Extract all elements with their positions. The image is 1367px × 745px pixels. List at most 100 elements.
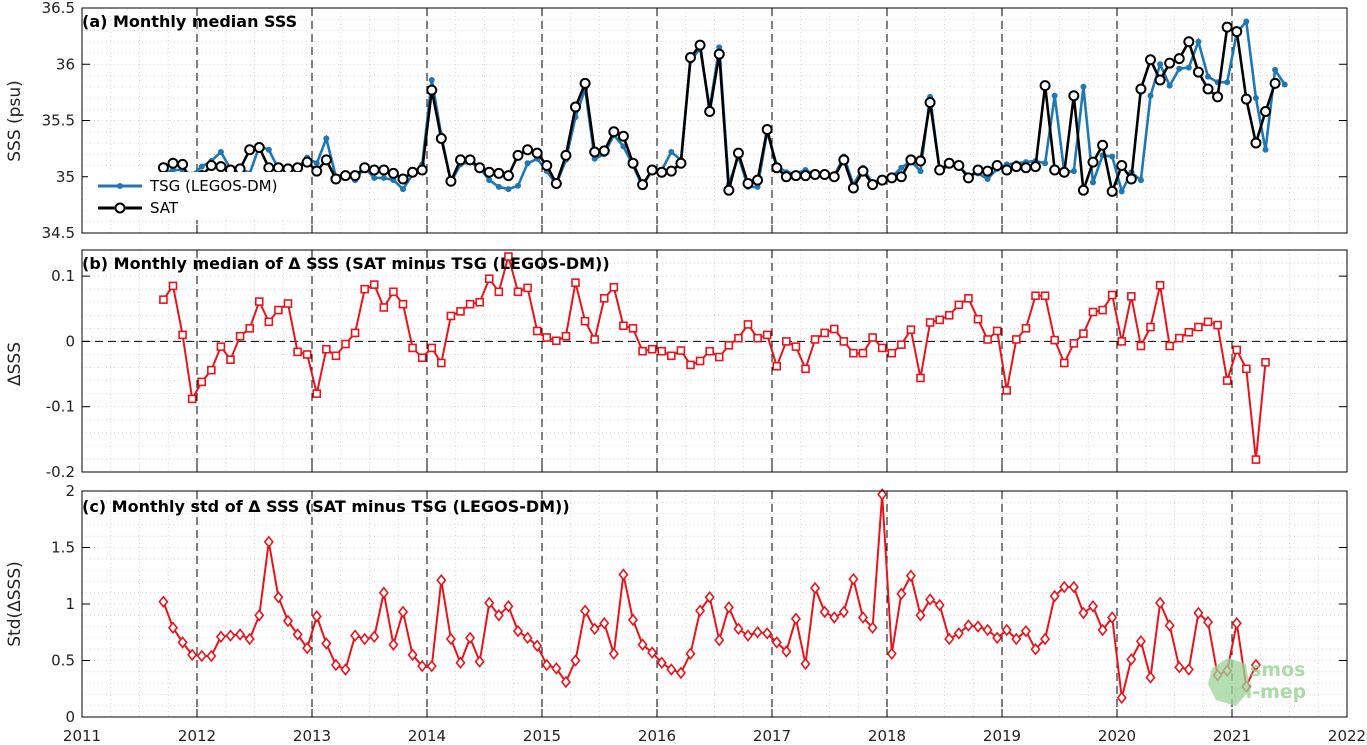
xtick-label: 2014 [408,727,446,745]
data-point [254,297,264,306]
data-point [341,339,350,349]
panel-b: ΔSSS -0.2 -0.1 0 0.1 (b) Monthly median of Δ… [5,249,1348,481]
data-point [484,274,494,284]
data-point [762,627,773,640]
data-point [704,106,716,117]
data-point [493,609,504,622]
data-point [724,341,734,350]
data-point [1070,168,1077,175]
data-point [274,305,283,315]
data-point [1002,386,1012,395]
data-point [982,165,994,177]
data-point [1116,691,1127,705]
data-point [552,336,561,346]
data-point [608,647,619,661]
data-point [972,164,984,176]
data-point [330,173,342,185]
data-point [762,330,772,340]
data-point [541,658,552,672]
data-point [369,630,380,644]
data-point [675,157,687,169]
data-point [1222,376,1232,385]
data-point [157,162,169,174]
data-point [723,601,734,614]
logo-line1: smos [1250,659,1305,681]
data-point [380,174,387,181]
data-point [714,633,725,647]
data-point [330,658,341,672]
panel-frame [81,249,1348,473]
data-point [898,164,905,171]
data-point [867,621,878,635]
data-point [494,287,504,297]
xtick-label: 2015 [523,727,561,745]
data-point [752,625,763,639]
data-point [809,169,821,180]
data-point [484,596,495,610]
data-point [340,170,352,182]
data-point [1272,66,1279,73]
data-point [407,648,418,662]
data-point [646,164,658,176]
data-point [426,659,437,673]
data-point [187,394,197,404]
data-point [1136,341,1146,351]
data-point [388,638,399,651]
x-axis: 2011 2012 2013 2014 2015 2016 2017 2018 2019 2020… [63,727,1366,745]
data-point [705,346,714,356]
data-point [159,295,168,304]
data-point [886,647,897,661]
data-point [1001,623,1012,637]
data-point [435,133,447,144]
data-point [263,535,274,549]
data-point [1080,83,1087,90]
data-point [235,628,246,641]
data-point [896,587,907,601]
data-point [906,325,916,334]
data-point [177,158,189,170]
data-point [685,52,697,63]
data-point [1107,611,1118,624]
data-point [1012,335,1021,344]
data-point [618,568,629,581]
data-point [1157,61,1164,68]
data-point [743,320,753,329]
data-point [991,160,1003,171]
data-point [1145,54,1157,66]
data-point [1106,185,1118,197]
data-point [1116,160,1128,171]
xtick-label: 2017 [753,727,791,745]
data-point [704,590,715,604]
data-point [829,324,839,334]
data-point [657,346,667,356]
logo-line2: pi-mep [1232,681,1306,703]
legend-tsg-label: TSG (LEGOS-DM) [149,177,277,195]
data-point [445,632,456,646]
data-point [371,174,378,181]
data-point [627,613,639,627]
data-point [1174,333,1184,343]
data-point [263,162,275,174]
data-point [187,648,198,662]
panel-b-ylabel: ΔSSS [5,342,25,386]
data-point [368,164,380,176]
data-point [665,165,677,177]
data-point [560,675,571,689]
data-point [580,316,590,326]
data-point [1098,305,1107,315]
data-point [378,586,389,599]
data-point [1192,66,1204,78]
data-point [320,154,332,166]
data-point [1166,82,1173,89]
data-point [599,616,610,630]
data-point [685,647,696,661]
data-point [350,629,361,642]
data-point [1269,77,1281,89]
ytick-label: 35 [56,168,75,186]
legend-sat-label: SAT [150,199,179,217]
data-point [1117,337,1127,346]
data-point [503,599,514,613]
data-point [1011,632,1022,646]
data-point [1154,74,1166,86]
